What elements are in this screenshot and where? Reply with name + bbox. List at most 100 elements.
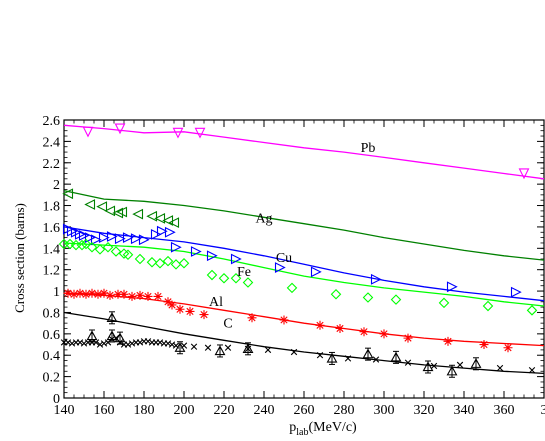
x-tick-label: 160 bbox=[94, 403, 115, 418]
cu-point bbox=[140, 235, 149, 244]
y-tick-label: 1.2 bbox=[43, 264, 61, 279]
al-point bbox=[360, 327, 369, 336]
fe-point bbox=[136, 255, 145, 264]
c-point bbox=[157, 340, 163, 346]
al-point bbox=[444, 337, 453, 346]
y-tick-label: 0.2 bbox=[43, 371, 61, 386]
al-point bbox=[404, 334, 413, 343]
cu-curve bbox=[64, 227, 544, 301]
pb-point bbox=[196, 128, 205, 137]
c-point bbox=[225, 345, 231, 351]
al-point bbox=[480, 340, 489, 349]
al-point bbox=[154, 292, 163, 301]
x-tick-label: 300 bbox=[374, 403, 395, 418]
c-point bbox=[265, 347, 271, 353]
al-point bbox=[316, 321, 325, 330]
y-tick-label: 2.6 bbox=[43, 114, 61, 129]
ag-point bbox=[170, 218, 179, 227]
al-point bbox=[380, 329, 389, 338]
cu-series-label: Cu bbox=[276, 251, 292, 266]
c-point bbox=[125, 342, 131, 348]
c-point bbox=[129, 341, 135, 347]
x-tick-label: 3 bbox=[541, 403, 545, 418]
al-point bbox=[128, 292, 137, 301]
y-tick-label: 1 bbox=[53, 285, 60, 300]
ag-series-label: Ag bbox=[255, 212, 272, 227]
fe-point bbox=[96, 245, 105, 254]
pb-series-label: Pb bbox=[361, 141, 376, 156]
al-point bbox=[186, 307, 195, 316]
x-tick-label: 320 bbox=[414, 403, 435, 418]
pb-point bbox=[116, 124, 125, 133]
fe-series-label: Fe bbox=[237, 265, 251, 280]
x-tick-label: 240 bbox=[254, 403, 275, 418]
c-point bbox=[101, 341, 107, 347]
c-point bbox=[65, 340, 71, 346]
al-point bbox=[200, 310, 209, 319]
ag-point bbox=[86, 200, 95, 209]
c-series-label: C bbox=[223, 316, 232, 331]
c-point bbox=[191, 344, 197, 350]
y-tick-label: 1.8 bbox=[43, 200, 61, 215]
fe-point bbox=[112, 247, 121, 256]
x-tick-label: 180 bbox=[134, 403, 155, 418]
fe-point bbox=[156, 259, 165, 268]
x-tick-label: 200 bbox=[174, 403, 195, 418]
x-tick-label: 360 bbox=[494, 403, 515, 418]
al-point bbox=[176, 305, 185, 314]
c-point bbox=[205, 345, 211, 351]
ag-point bbox=[148, 212, 157, 221]
fe-point bbox=[148, 258, 157, 267]
fe-point bbox=[332, 290, 341, 299]
pb-point bbox=[84, 127, 93, 136]
al-series-label: Al bbox=[209, 295, 223, 310]
y-tick-label: 2.4 bbox=[43, 135, 61, 150]
fe-point bbox=[220, 274, 229, 283]
fe-point bbox=[104, 243, 113, 252]
y-tick-label: 1.6 bbox=[43, 221, 61, 236]
x-axis-title: plab(MeV/c) bbox=[289, 420, 357, 436]
fe-point bbox=[484, 302, 493, 311]
y-tick-label: 0.4 bbox=[43, 349, 61, 364]
c-point bbox=[81, 341, 87, 347]
ag-curve bbox=[64, 191, 544, 261]
al-point bbox=[144, 292, 153, 301]
c-point bbox=[145, 339, 151, 345]
al-point bbox=[106, 291, 115, 300]
al-point bbox=[168, 300, 177, 309]
al-point bbox=[280, 315, 289, 324]
y-axis-title: Cross section (barns) bbox=[12, 203, 27, 313]
x-tick-label: 260 bbox=[294, 403, 315, 418]
ag-point bbox=[98, 202, 107, 211]
x-tick-label: 280 bbox=[334, 403, 355, 418]
ag-point bbox=[134, 210, 143, 219]
y-tick-label: 2 bbox=[53, 178, 60, 193]
al-point bbox=[120, 290, 129, 299]
curves-layer bbox=[64, 125, 544, 373]
pb-point bbox=[174, 128, 183, 137]
y-tick-label: 2.2 bbox=[43, 157, 61, 172]
y-tick-label: 1.4 bbox=[43, 242, 61, 257]
x-tick-label: 220 bbox=[214, 403, 235, 418]
al-point bbox=[136, 291, 145, 300]
al-point bbox=[504, 343, 513, 352]
x-tick-label: 340 bbox=[454, 403, 475, 418]
cu-point bbox=[166, 228, 175, 237]
al-point bbox=[336, 324, 345, 333]
al-curve bbox=[64, 293, 544, 345]
x-axis-title-symbol: p bbox=[289, 420, 296, 435]
cu-point bbox=[312, 267, 321, 276]
c-point bbox=[169, 342, 175, 348]
c-point bbox=[497, 365, 503, 371]
c-point bbox=[69, 341, 75, 347]
fe-point bbox=[208, 271, 217, 280]
cu-point bbox=[512, 288, 521, 297]
x-tick-label: 140 bbox=[54, 403, 75, 418]
x-axis-title-subscript: lab bbox=[296, 427, 308, 436]
pb-curve bbox=[64, 125, 544, 179]
fe-point bbox=[180, 259, 189, 268]
fe-point bbox=[288, 283, 297, 292]
